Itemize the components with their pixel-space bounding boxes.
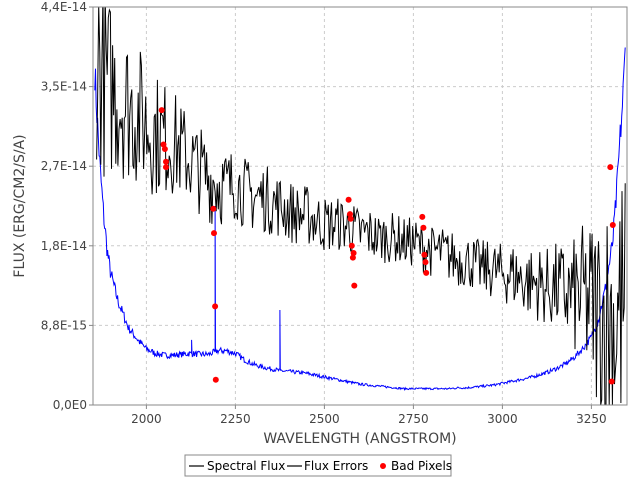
bad-pixel-point — [608, 378, 615, 385]
bad-pixel-point — [345, 196, 352, 203]
x-tick-label: 2250 — [220, 412, 251, 426]
bad-pixel-point — [421, 251, 428, 258]
x-tick-label: 2750 — [398, 412, 429, 426]
x-tick-label: 2000 — [131, 412, 162, 426]
y-tick-label: 2,7E-14 — [41, 159, 87, 173]
bad-pixel-point — [607, 164, 614, 171]
y-tick-label: 8,8E-15 — [41, 318, 87, 332]
legend-label-spectral-flux: Spectral Flux — [207, 459, 285, 473]
series-line-flux-errors — [94, 47, 626, 392]
bad-pixel-point — [420, 224, 427, 231]
bad-pixel-point — [609, 222, 616, 228]
bad-pixel-point — [347, 215, 354, 222]
bad-pixel-point — [423, 269, 430, 276]
bad-pixel-point — [212, 303, 219, 310]
bad-pixel-point — [211, 230, 217, 237]
bad-pixel-point — [160, 141, 167, 148]
bad-pixel-point — [351, 282, 358, 289]
plot-frame — [92, 6, 628, 406]
bad-pixel-point — [422, 259, 429, 266]
bad-pixel-point — [349, 254, 356, 261]
x-axis-title: WAVELENGTH (ANGSTROM) — [263, 431, 456, 447]
x-tick-label: 3250 — [576, 412, 607, 426]
x-tick-label: 2500 — [309, 412, 340, 426]
bad-pixel-point — [347, 211, 353, 218]
legend: Spectral Flux Flux Errors Bad Pixels — [184, 454, 452, 477]
bad-pixel-point — [163, 164, 169, 171]
x-axis-ticks: 2000 2250 2500 2750 3000 3250 — [131, 405, 607, 426]
plot-background — [93, 7, 627, 405]
legend-box — [184, 454, 452, 477]
y-tick-label: 1,8E-14 — [41, 239, 87, 253]
bad-pixel-point — [212, 376, 219, 383]
y-axis-ticks: 0,0E0 8,8E-15 1,8E-14 2,7E-14 3,5E-14 4,4E-14 — [41, 0, 93, 412]
x-tick-label: 3000 — [487, 412, 518, 426]
legend-label-bad-pixels: Bad Pixels — [391, 459, 452, 473]
y-tick-label: 4,4E-14 — [41, 0, 87, 14]
series-line-spectral-flux — [96, 7, 626, 405]
legend-label-flux-errors: Flux Errors — [304, 459, 368, 473]
bad-pixel-point — [158, 107, 165, 114]
bad-pixel-point — [348, 242, 355, 249]
series-layer — [94, 7, 626, 405]
bad-pixel-point — [161, 146, 168, 152]
bad-pixel-point — [210, 205, 217, 212]
bad-pixel-point — [419, 213, 426, 220]
legend-swatch-bad-pixels — [380, 463, 386, 469]
y-tick-label: 0,0E0 — [53, 398, 87, 412]
bad-pixel-point — [350, 250, 357, 256]
y-axis-title: FLUX (ERG/CM2/S/A) — [12, 134, 28, 277]
bad-pixel-point — [163, 158, 169, 165]
y-tick-label: 3,5E-14 — [41, 80, 87, 94]
